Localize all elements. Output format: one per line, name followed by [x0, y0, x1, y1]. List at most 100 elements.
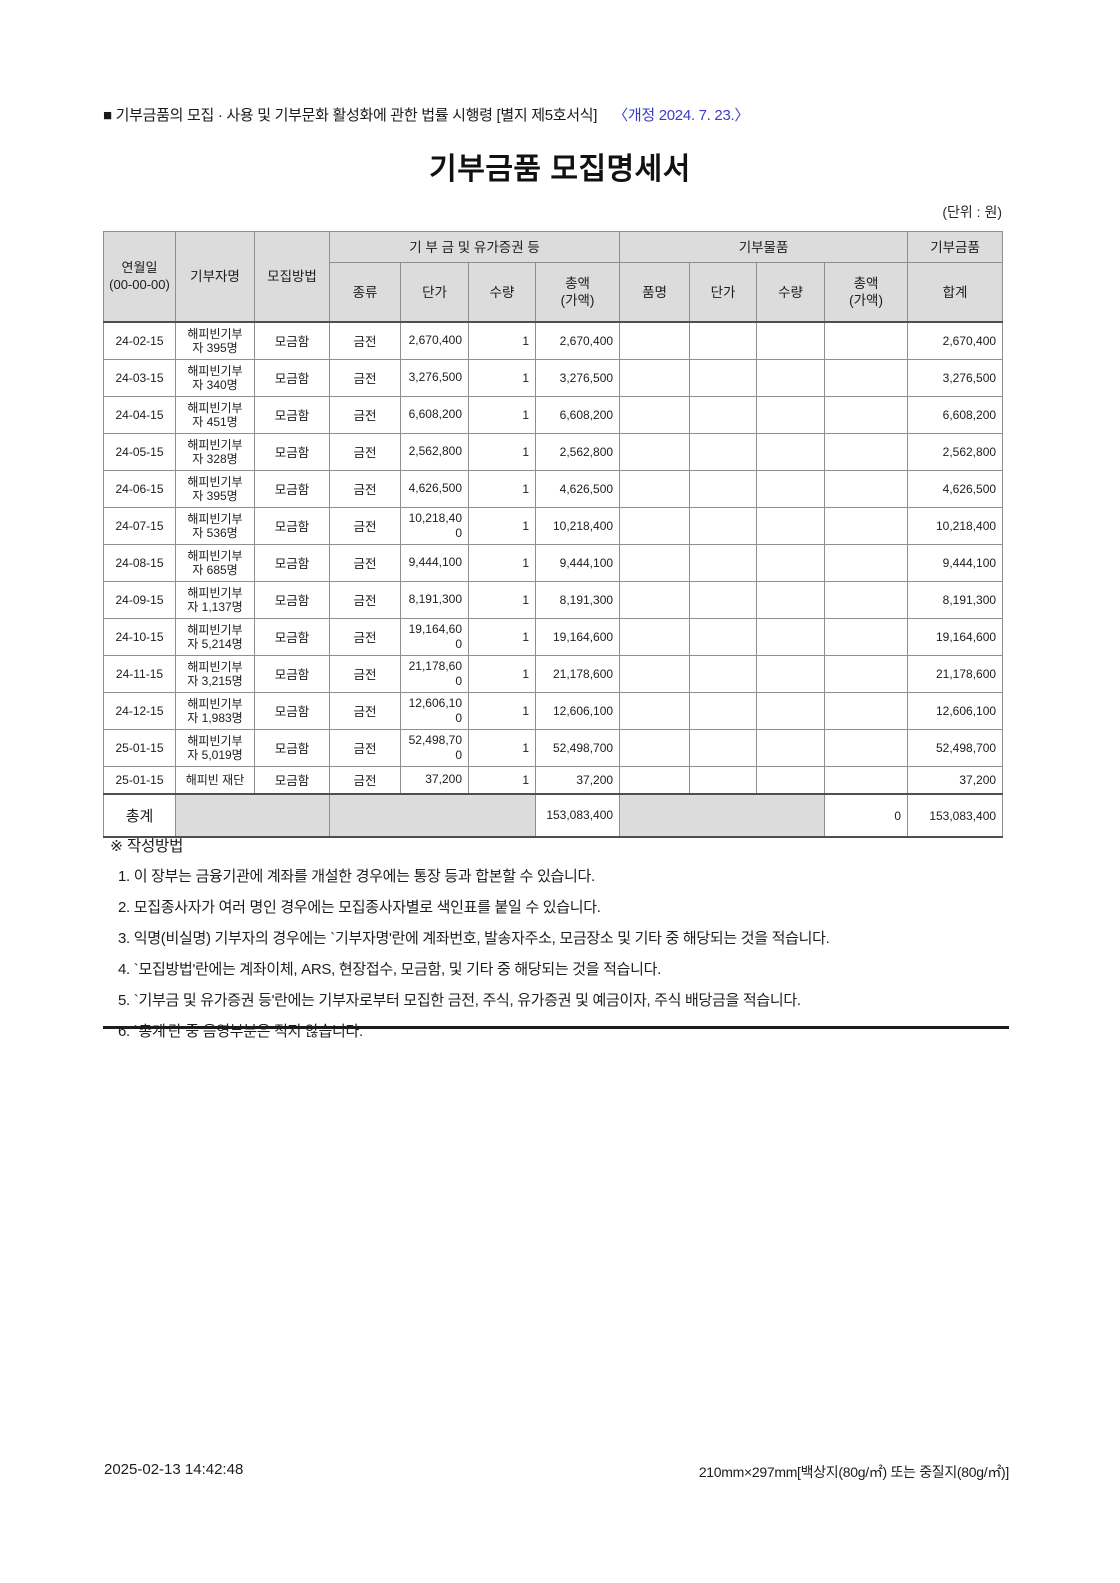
cell-row-total: 9,444,100 [907, 543, 1004, 582]
cell-method: 모금함 [254, 469, 330, 508]
table-row: 24-03-15 해피빈기부자 340명 모금함 금전 3,276,500 1 … [103, 358, 1004, 397]
cell-donor: 해피빈기부자 3,215명 [175, 654, 255, 693]
cell-amount: 37,200 [534, 765, 621, 795]
note-item: 1. 이 장부는 금융기관에 계좌를 개설한 경우에는 통장 등과 합본할 수 … [118, 868, 595, 885]
col-header-goods-quantity: 수량 [756, 262, 826, 323]
cell-donor: 해피빈 재단 [175, 765, 255, 795]
cell-quantity: 1 [468, 691, 536, 730]
cell-quantity: 1 [468, 358, 536, 397]
cell-unit-price: 8,191,300 [400, 580, 469, 619]
cell-date: 24-07-15 [103, 506, 176, 545]
cell-kind: 금전 [329, 617, 401, 656]
cell-goods-quantity [756, 580, 826, 619]
cell-quantity: 1 [468, 432, 536, 471]
cell-amount: 12,606,100 [534, 691, 621, 730]
cell-donor: 해피빈기부자 536명 [175, 506, 255, 545]
footer-timestamp: 2025-02-13 14:42:48 [104, 1461, 244, 1478]
cell-goods-unit-price [689, 580, 758, 619]
regulation-text: ■ 기부금품의 모집 · 사용 및 기부문화 활성화에 관한 법률 시행령 [별… [103, 107, 598, 124]
col-header-goods-amount-line2: (가액) [849, 293, 883, 308]
cell-kind: 금전 [329, 728, 401, 767]
table-row: 25-01-15 해피빈기부자 5,019명 모금함 금전 52,498,700… [103, 728, 1004, 767]
cell-goods-quantity [756, 321, 826, 360]
cell-quantity: 1 [468, 765, 536, 795]
cell-goods-unit-price [689, 469, 758, 508]
cell-goods-unit-price [689, 691, 758, 730]
cell-goods-unit-price [689, 728, 758, 767]
cell-goods-quantity [756, 432, 826, 471]
cell-quantity: 1 [468, 506, 536, 545]
col-header-donor: 기부자명 [175, 231, 255, 323]
cell-goods-name [619, 395, 691, 434]
cell-goods-unit-price [689, 765, 758, 795]
cell-row-total: 21,178,600 [907, 654, 1004, 693]
note-item: 6. `총계'란 중 음영부분은 적지 않습니다. [118, 1023, 363, 1040]
table-row: 24-12-15 해피빈기부자 1,983명 모금함 금전 12,606,100… [103, 691, 1004, 730]
col-header-unit-price: 단가 [400, 262, 469, 323]
cell-row-total: 12,606,100 [907, 691, 1004, 730]
cell-kind: 금전 [329, 580, 401, 619]
cell-goods-amount [824, 469, 909, 508]
cell-date: 24-12-15 [103, 691, 176, 730]
cell-method: 모금함 [254, 617, 330, 656]
cell-goods-name [619, 765, 691, 795]
cell-goods-unit-price [689, 321, 758, 360]
total-shaded-donor-method [175, 793, 330, 838]
cell-goods-unit-price [689, 395, 758, 434]
cell-goods-amount [824, 395, 909, 434]
cell-quantity: 1 [468, 321, 536, 360]
cell-date: 24-09-15 [103, 580, 176, 619]
cell-method: 모금함 [254, 728, 330, 767]
col-header-date-line2: (00-00-00) [109, 277, 170, 292]
cell-quantity: 1 [468, 617, 536, 656]
cell-goods-amount [824, 543, 909, 582]
cell-date: 24-10-15 [103, 617, 176, 656]
cell-goods-amount [824, 765, 909, 795]
cell-row-total: 52,498,700 [907, 728, 1004, 767]
cell-goods-quantity [756, 469, 826, 508]
col-header-method: 모집방법 [254, 231, 330, 323]
cell-quantity: 1 [468, 543, 536, 582]
col-header-goods-name: 품명 [619, 262, 691, 323]
total-shaded-goods [619, 793, 826, 838]
total-money-amount: 153,083,400 [534, 793, 621, 838]
cell-goods-unit-price [689, 654, 758, 693]
cell-kind: 금전 [329, 691, 401, 730]
cell-date: 24-04-15 [103, 395, 176, 434]
cell-row-total: 2,562,800 [907, 432, 1004, 471]
note-item: 2. 모집종사자가 여러 명인 경우에는 모집종사자별로 색인표를 붙일 수 있… [118, 899, 601, 916]
table-row: 24-10-15 해피빈기부자 5,214명 모금함 금전 19,164,600… [103, 617, 1004, 656]
col-header-kind: 종류 [329, 262, 401, 323]
cell-unit-price: 10,218,400 [400, 506, 469, 545]
cell-row-total: 8,191,300 [907, 580, 1004, 619]
cell-row-total: 37,200 [907, 765, 1004, 795]
cell-amount: 10,218,400 [534, 506, 621, 545]
cell-goods-amount [824, 654, 909, 693]
cell-goods-name [619, 358, 691, 397]
cell-goods-name [619, 691, 691, 730]
page-title: 기부금품 모집명세서 [429, 153, 691, 186]
table-row: 24-02-15 해피빈기부자 395명 모금함 금전 2,670,400 1 … [103, 321, 1004, 360]
regulation-line: ■ 기부금품의 모집 · 사용 및 기부문화 활성화에 관한 법률 시행령 [별… [103, 104, 749, 125]
table-row: 24-06-15 해피빈기부자 395명 모금함 금전 4,626,500 1 … [103, 469, 1004, 508]
cell-goods-quantity [756, 617, 826, 656]
cell-row-total: 2,670,400 [907, 321, 1004, 360]
cell-kind: 금전 [329, 654, 401, 693]
cell-donor: 해피빈기부자 1,983명 [175, 691, 255, 730]
cell-goods-quantity [756, 358, 826, 397]
cell-goods-name [619, 321, 691, 360]
cell-date: 24-06-15 [103, 469, 176, 508]
total-shaded-kind-price-qty [329, 793, 536, 838]
cell-donor: 해피빈기부자 328명 [175, 432, 255, 471]
cell-row-total: 3,276,500 [907, 358, 1004, 397]
cell-unit-price: 2,670,400 [400, 321, 469, 360]
cell-donor: 해피빈기부자 5,214명 [175, 617, 255, 656]
cell-kind: 금전 [329, 765, 401, 795]
cell-kind: 금전 [329, 358, 401, 397]
total-row: 총계 153,083,400 0 153,083,400 [103, 793, 1004, 838]
cell-amount: 2,562,800 [534, 432, 621, 471]
cell-goods-amount [824, 321, 909, 360]
cell-goods-name [619, 432, 691, 471]
cell-unit-price: 2,562,800 [400, 432, 469, 471]
